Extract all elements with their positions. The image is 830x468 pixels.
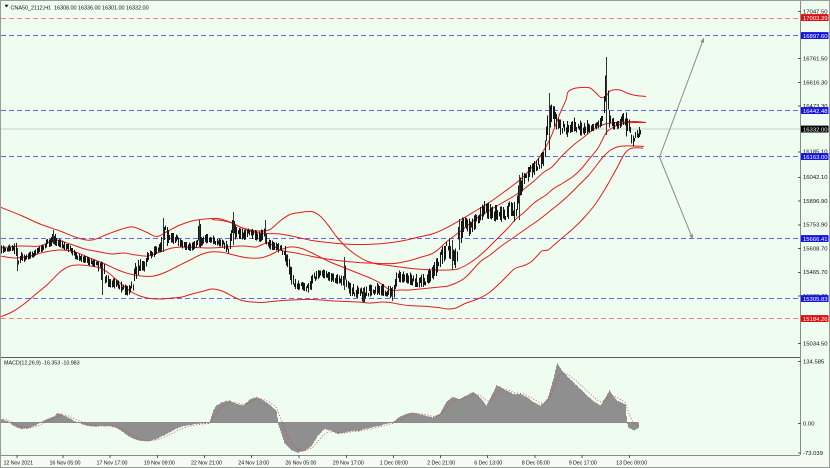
svg-text:24 Nov 13:00: 24 Nov 13:00 [238, 461, 269, 467]
svg-text:19 Nov 09:00: 19 Nov 09:00 [144, 461, 175, 467]
svg-text:22 Nov 21:00: 22 Nov 21:00 [191, 461, 222, 467]
svg-text:17047.50: 17047.50 [803, 10, 828, 16]
svg-text:16042.10: 16042.10 [803, 175, 828, 181]
svg-text:16616.30: 16616.30 [803, 81, 828, 87]
svg-text:15034.50: 15034.50 [803, 341, 828, 347]
svg-text:15753.90: 15753.90 [803, 223, 828, 229]
svg-text:9 Dec 17:00: 9 Dec 17:00 [569, 461, 597, 467]
svg-text:13 Dec 09:00: 13 Dec 09:00 [616, 461, 647, 467]
svg-text:17003.39: 17003.39 [803, 16, 828, 22]
svg-text:17 Nov 17:00: 17 Nov 17:00 [97, 461, 128, 467]
svg-text:15184.26: 15184.26 [803, 317, 828, 323]
svg-text:15896.90: 15896.90 [803, 199, 828, 205]
svg-text:MACD(12,26,9) -16.353 -10.983: MACD(12,26,9) -16.353 -10.983 [4, 360, 80, 366]
svg-text:16332.00: 16332.00 [803, 127, 828, 133]
svg-text:16 Nov 05:00: 16 Nov 05:00 [50, 461, 81, 467]
svg-text:2 Dec 21:00: 2 Dec 21:00 [427, 461, 455, 467]
svg-text:16163.00: 16163.00 [803, 155, 828, 161]
svg-text:8 Dec 05:00: 8 Dec 05:00 [522, 461, 550, 467]
svg-text:-73.039: -73.039 [803, 451, 823, 457]
svg-text:0.00: 0.00 [803, 422, 815, 428]
svg-text:26 Nov 05:00: 26 Nov 05:00 [285, 461, 316, 467]
svg-text:16442.48: 16442.48 [803, 109, 828, 115]
svg-text:15608.70: 15608.70 [803, 247, 828, 253]
svg-text:15305.83: 15305.83 [803, 297, 828, 303]
svg-text:134.585: 134.585 [803, 359, 825, 365]
svg-text:15465.70: 15465.70 [803, 270, 828, 276]
svg-text:CNA50_2112,H1 16308.00 16336.: CNA50_2112,H1 16308.00 16336.00 16301.00… [11, 5, 149, 11]
svg-text:16185.10: 16185.10 [803, 150, 828, 156]
svg-text:15666.41: 15666.41 [803, 237, 828, 243]
svg-text:16761.50: 16761.50 [803, 57, 828, 63]
svg-text:6 Dec 13:00: 6 Dec 13:00 [474, 461, 502, 467]
svg-text:1 Dec 09:00: 1 Dec 09:00 [380, 461, 408, 467]
svg-text:16897.60: 16897.60 [803, 34, 828, 40]
svg-text:12 Nov 2021: 12 Nov 2021 [4, 461, 34, 467]
svg-text:29 Nov 17:00: 29 Nov 17:00 [333, 461, 364, 467]
